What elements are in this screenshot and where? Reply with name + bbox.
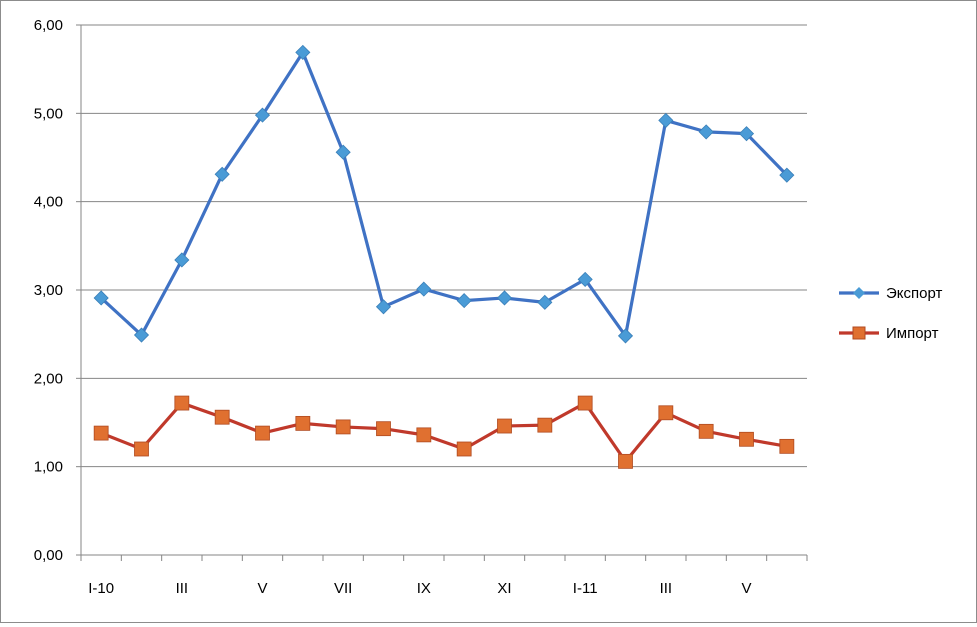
data-point-import xyxy=(416,427,432,443)
x-tick-label: I-11 xyxy=(573,580,598,597)
data-point-import xyxy=(93,425,109,441)
data-point-export xyxy=(295,44,311,60)
y-tick-label: 1,00 xyxy=(34,459,63,476)
data-point-export xyxy=(254,107,271,123)
y-tick-label: 0,00 xyxy=(34,547,63,564)
data-point-import xyxy=(739,431,754,447)
data-point-import xyxy=(456,441,472,457)
legend-label: Экспорт xyxy=(886,285,942,302)
data-point-export xyxy=(577,271,593,287)
legend-marker xyxy=(853,287,865,299)
x-tick-label: I-10 xyxy=(88,580,114,597)
data-point-import xyxy=(335,419,351,435)
data-point-export xyxy=(496,290,513,306)
data-point-export xyxy=(335,144,351,160)
data-point-export xyxy=(779,167,795,183)
data-point-import xyxy=(295,415,311,431)
data-point-import xyxy=(537,417,553,433)
series-line-1 xyxy=(100,401,788,463)
x-tick-label: IX xyxy=(417,580,431,597)
x-tick-label: V xyxy=(741,580,751,597)
x-tick-label: V xyxy=(257,580,267,597)
data-point-import xyxy=(174,395,190,411)
data-point-export xyxy=(174,252,190,268)
data-point-export xyxy=(537,294,553,310)
data-point-import xyxy=(255,425,270,441)
data-point-export xyxy=(93,290,109,306)
x-tick-label: XI xyxy=(497,580,511,597)
data-point-export xyxy=(133,327,150,343)
data-point-import xyxy=(134,441,149,457)
data-point-import xyxy=(698,423,714,439)
data-point-export xyxy=(617,328,634,344)
data-point-import xyxy=(376,421,391,437)
legend-label: Импорт xyxy=(886,325,939,342)
data-point-import xyxy=(577,395,593,411)
data-point-export xyxy=(658,112,674,128)
y-tick-label: 4,00 xyxy=(34,194,63,211)
y-tick-label: 2,00 xyxy=(34,370,63,387)
y-tick-label: 3,00 xyxy=(34,282,63,299)
data-point-import xyxy=(658,405,674,421)
data-point-export xyxy=(698,124,714,140)
x-tick-label: III xyxy=(176,580,189,597)
y-tick-label: 6,00 xyxy=(34,17,63,34)
legend-marker xyxy=(852,326,866,340)
data-point-export xyxy=(375,299,392,315)
x-tick-label: VII xyxy=(334,580,352,597)
series-line-0 xyxy=(100,50,788,338)
x-tick-label: III xyxy=(660,580,673,597)
data-point-export xyxy=(214,166,230,182)
y-tick-label: 5,00 xyxy=(34,105,63,122)
data-point-export xyxy=(456,293,472,309)
data-point-export xyxy=(416,281,432,297)
data-point-import xyxy=(618,453,633,469)
data-point-export xyxy=(738,126,755,142)
data-point-import xyxy=(497,418,512,434)
data-point-import xyxy=(779,438,795,454)
data-point-import xyxy=(214,409,230,425)
